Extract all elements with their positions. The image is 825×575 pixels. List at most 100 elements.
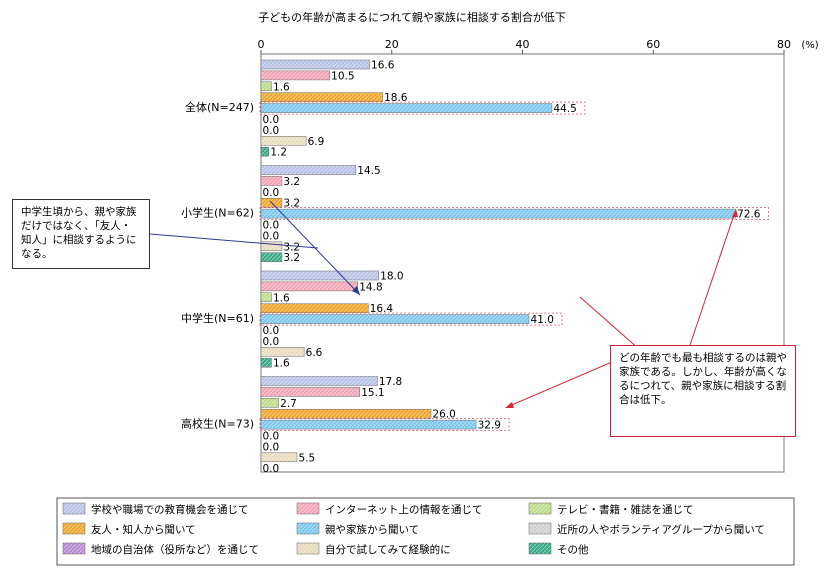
data-label: 0.0 [263, 114, 280, 126]
data-label: 16.6 [371, 60, 395, 72]
legend-swatch [528, 502, 552, 515]
data-label: 1.6 [273, 81, 290, 93]
x-tick-label: 80 [777, 38, 791, 51]
legend-label: インターネット上の情報を通じて [325, 503, 483, 516]
data-label: 44.5 [553, 103, 576, 115]
bar [260, 92, 383, 102]
data-label: 0.0 [263, 230, 280, 242]
data-label: 14.5 [357, 165, 380, 177]
data-label: 0.0 [263, 431, 280, 443]
bar [260, 314, 530, 324]
data-label: 10.5 [331, 70, 354, 82]
callout-connector-line [149, 233, 319, 249]
data-label: 26.0 [432, 409, 455, 421]
bar [260, 419, 477, 430]
data-label: 0.0 [263, 125, 280, 137]
legend-swatch [62, 502, 86, 515]
bar [260, 357, 272, 368]
bar [260, 281, 359, 292]
data-label: 0.0 [263, 325, 280, 337]
callout-arrow-line [689, 211, 736, 346]
bar [260, 176, 283, 186]
category-label: 小学生(N=62) [181, 206, 254, 220]
arrowhead [352, 286, 360, 295]
bar [260, 270, 379, 281]
data-label: 3.2 [283, 252, 300, 264]
legend-swatch [296, 522, 320, 535]
data-label: 16.4 [370, 303, 394, 315]
x-tick-label: 40 [516, 38, 530, 51]
bar [260, 398, 279, 408]
bar [260, 241, 283, 252]
bar [260, 70, 330, 81]
legend-swatch [528, 522, 552, 535]
data-label: 15.1 [361, 387, 384, 399]
bar [260, 103, 553, 113]
bar [260, 146, 270, 157]
legend-label: 友人・知人から聞いて [91, 523, 196, 536]
category-label: 全体(N=247) [185, 100, 254, 114]
category-label: 中学生(N=61) [181, 311, 254, 325]
legend-swatch [296, 542, 320, 555]
data-label: 0.0 [263, 336, 280, 348]
bar [260, 81, 272, 92]
data-label: 3.2 [283, 241, 300, 253]
legend-swatch [528, 542, 552, 555]
legend-label: テレビ・書籍・雑誌を通じて [557, 503, 694, 516]
bar [260, 387, 360, 397]
callout-connector-line [579, 296, 641, 351]
legend-box [56, 497, 795, 566]
data-label: 32.9 [478, 420, 501, 432]
bar [260, 347, 305, 357]
bar [260, 376, 378, 386]
category-label: 高校生(N=73) [181, 417, 254, 431]
legend-swatch [296, 502, 320, 515]
bar [260, 136, 307, 146]
arrowhead [732, 209, 738, 217]
data-label: 0.0 [263, 463, 280, 475]
legend-label: 自分で試してみて経験的に [325, 543, 451, 556]
bar [260, 408, 432, 419]
bar [260, 452, 298, 463]
highlight-box [259, 418, 510, 432]
annotation-callout-friends: 中学生頃から、親や家族だけではなく、「友人・知人」に相談するようになる。 [12, 199, 150, 269]
data-label: 1.6 [273, 358, 290, 370]
data-label: 2.7 [280, 398, 297, 410]
x-tick-label: 20 [385, 38, 399, 51]
data-label: 0.0 [263, 220, 280, 232]
data-label: 3.2 [283, 176, 300, 188]
data-label: 6.9 [308, 136, 325, 148]
data-label: 41.0 [531, 314, 554, 326]
x-tick-label: 60 [646, 38, 660, 51]
data-label: 3.2 [283, 198, 300, 210]
data-label: 1.6 [273, 292, 290, 304]
legend-label: 近所の人やボランティアグループから聞いて [557, 523, 765, 536]
bar [260, 292, 272, 303]
data-label: 18.0 [380, 271, 403, 283]
arrowhead [505, 402, 514, 408]
data-label: 5.5 [298, 452, 315, 464]
callout-arrow-line [269, 200, 361, 296]
bar [260, 208, 736, 219]
data-label: 17.8 [379, 376, 402, 388]
data-label: 0.0 [263, 187, 280, 199]
legend-swatch [62, 542, 86, 555]
chart-title: 子どもの年齢が高まるにつれて親や家族に相談する割合が低下 [258, 10, 566, 24]
bar [260, 59, 370, 70]
legend-label: 地域の自治体（役所など）を通じて [91, 543, 259, 556]
legend-swatch [62, 522, 86, 535]
x-tick-label: 0 [258, 38, 265, 51]
bar [260, 303, 369, 313]
axis-unit-label: (%) [801, 40, 818, 51]
data-label: 72.6 [737, 209, 761, 221]
legend-label: 親や家族から聞いて [325, 523, 419, 536]
data-label: 14.8 [359, 281, 382, 293]
bar [260, 165, 357, 175]
highlight-box [259, 312, 563, 326]
data-label: 0.0 [263, 441, 280, 453]
bar [260, 252, 283, 262]
data-label: 1.2 [270, 147, 287, 159]
annotation-callout-family: どの年齢でも最も相談するのは親や家族である。しかし、年齢が高くなるにつれて、親や… [610, 345, 796, 437]
legend-label: その他 [557, 543, 589, 556]
